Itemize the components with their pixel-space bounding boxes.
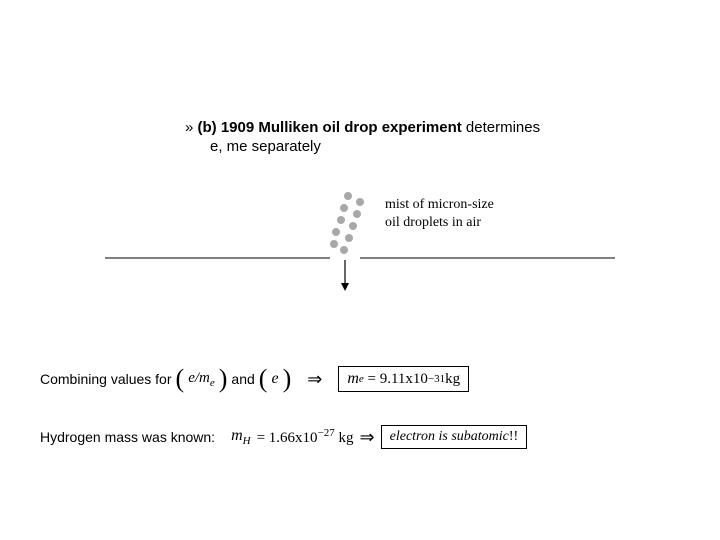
hydrogen-eq: = 1.66x10−27 kg [257, 427, 354, 447]
hydrogen-arrow: ⇒ [360, 427, 375, 448]
paren-open-1: ( [176, 366, 185, 392]
bullet-mark: » [185, 119, 193, 136]
bullet-heading: » (b) 1909 Mulliken oil drop experiment … [185, 118, 540, 138]
combine-mid: and [231, 371, 254, 387]
paren-close-1: ) [219, 366, 228, 392]
bullet-rest: determines [462, 119, 540, 136]
combine-term2: e [271, 370, 278, 388]
paren-close-2: ) [283, 366, 292, 392]
combine-result-box: me = 9.11x10−31 kg [338, 366, 469, 392]
bullet-bold: (b) 1909 Mulliken oil drop experiment [198, 119, 462, 136]
oil-drop-diagram: mist of micron-size oil droplets in air [105, 190, 615, 300]
paren-open-2: ( [259, 366, 268, 392]
hydrogen-pre: Hydrogen mass was known: [40, 429, 215, 445]
svg-text:oil droplets in air: oil droplets in air [385, 215, 481, 230]
hydrogen-var: mH [231, 427, 251, 447]
hydrogen-equation: Hydrogen mass was known: mH = 1.66x10−27… [40, 425, 527, 449]
combine-equation: Combining values for (e/me) and (e) ⇒ me… [40, 366, 469, 392]
combine-arrow: ⇒ [307, 369, 322, 390]
hydrogen-conclusion-box: electron is subatomic!! [381, 425, 528, 449]
bullet-line2: e, me separately [210, 138, 321, 155]
svg-text:mist of micron-size: mist of micron-size [385, 197, 494, 212]
combine-pre: Combining values for [40, 371, 172, 387]
combine-term1: e/me [188, 370, 215, 389]
